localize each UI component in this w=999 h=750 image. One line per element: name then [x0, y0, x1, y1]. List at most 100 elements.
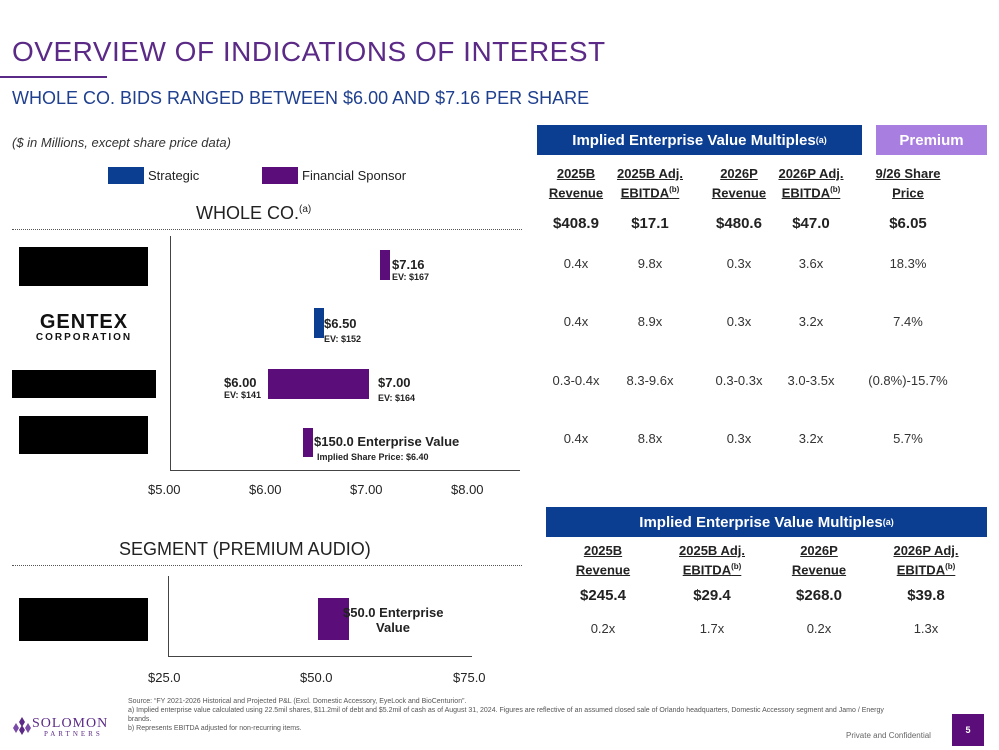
- table1-col-header-line2: EBITDA: [620, 185, 670, 201]
- table2-col-header-sup: (b): [731, 562, 742, 571]
- table2-col-header-3: 2026P Revenue: [777, 543, 861, 578]
- solomon-logo-sub: PARTNERS: [44, 730, 103, 738]
- table2-base-value: $245.4: [580, 587, 626, 604]
- table1-base-value: $480.6: [716, 215, 762, 232]
- footnotes: Source: “FY 2021-2026 Historical and Pro…: [128, 697, 888, 733]
- whole-co-axis-y: [170, 236, 171, 470]
- table1-cell: 0.3-0.3x: [715, 373, 763, 388]
- table1-cell: 3.0-3.5x: [787, 373, 835, 388]
- page-number: 5: [952, 714, 984, 746]
- table1-band-text: Implied Enterprise Value Multiples: [572, 131, 816, 149]
- legend-strategic-label: Strategic: [148, 168, 200, 183]
- segment-axis-y: [168, 576, 169, 656]
- table1-col-header-sup: (b): [669, 185, 680, 194]
- table1-cell: 8.3-9.6x: [626, 373, 674, 388]
- table1-cell: 9.8x: [637, 256, 663, 271]
- segment-rule: [12, 565, 522, 566]
- whole-co-title-text: WHOLE CO.: [196, 203, 300, 223]
- bar-4-ev-label: $150.0 Enterprise Value: [314, 434, 460, 449]
- gentex-logo-name: GENTEX: [39, 311, 129, 333]
- table2-band-text: Implied Enterprise Value Multiples: [639, 513, 883, 531]
- solomon-logo-name: SOLOMON: [32, 716, 109, 731]
- table1-cell: 0.3x: [726, 314, 752, 329]
- table2-cell: 0.2x: [590, 621, 616, 636]
- table1-col-header-5: 9/26 Share Price: [868, 166, 948, 201]
- table1-cell: 0.4x: [563, 314, 589, 329]
- whole-co-rule: [12, 229, 522, 230]
- table1-cell: 8.9x: [637, 314, 663, 329]
- whole-co-tick-4: $8.00: [451, 482, 484, 497]
- units-note: ($ in Millions, except share price data): [12, 135, 231, 150]
- segment-tick-2: $50.0: [300, 670, 333, 685]
- table2-cell: 1.7x: [699, 621, 725, 636]
- bar-4-price-label: Implied Share Price: $6.40: [317, 452, 429, 462]
- table1-col-header-line1: 2025B Adj.: [617, 166, 683, 181]
- solomon-logo-icon: [13, 717, 31, 735]
- table2-col-header-sup: (b): [945, 562, 956, 571]
- table1-cell: 8.8x: [637, 431, 663, 446]
- table1-col-header-line1: 2026P Adj.: [778, 166, 844, 181]
- table1-col-header-line2: Revenue: [711, 185, 767, 201]
- gentex-logo: GENTEX CORPORATION: [26, 312, 142, 343]
- bar-1-ev-label: EV: $167: [392, 272, 430, 282]
- table2-col-header-line1: 2026P Adj.: [893, 543, 959, 558]
- bidder-1-redacted-name: [19, 247, 148, 286]
- legend-financial-swatch: [262, 167, 298, 184]
- table1-cell: (0.8%)-15.7%: [868, 373, 948, 388]
- confidential-label: Private and Confidential: [846, 731, 931, 740]
- table1-col-header-line1: 2026P: [720, 166, 758, 181]
- segment-tick-1: $25.0: [148, 670, 181, 685]
- table2-col-header-4: 2026P Adj. EBITDA(b): [884, 543, 968, 578]
- table1-cell: 0.4x: [563, 256, 589, 271]
- table2-band: Implied Enterprise Value Multiples (a): [546, 507, 987, 537]
- table1-col-header-2: 2025B Adj. EBITDA(b): [610, 166, 690, 201]
- table2-col-header-line2: Revenue: [575, 562, 631, 578]
- table1-cell: 0.4x: [563, 431, 589, 446]
- bar-3-low-ev-label: EV: $141: [224, 390, 262, 400]
- table1-col-header-line2: EBITDA: [781, 185, 831, 201]
- bidder-3-redacted-name: [12, 370, 156, 398]
- segment-title: SEGMENT (PREMIUM AUDIO): [119, 539, 371, 559]
- table1-base-value: $6.05: [889, 215, 927, 232]
- table2-base-value: $268.0: [796, 587, 842, 604]
- bar-2-ev-label: EV: $152: [324, 334, 362, 344]
- table2-base-value: $29.4: [693, 587, 731, 604]
- whole-co-axis-x: [170, 470, 520, 471]
- page-subtitle: WHOLE CO. BIDS RANGED BETWEEN $6.00 AND …: [12, 88, 590, 108]
- table2-cell: 0.2x: [806, 621, 832, 636]
- legend-financial-label: Financial Sponsor: [302, 168, 407, 183]
- bar-bidder-4: [303, 428, 314, 457]
- bar-bidder-1: [380, 250, 391, 280]
- table1-cell: 3.2x: [798, 314, 824, 329]
- table2-col-header-line1: 2025B: [583, 543, 623, 558]
- table1-cell: 18.3%: [889, 256, 927, 271]
- bar-2-price-label: $6.50: [324, 316, 357, 331]
- segment-bar-label-line2: Value: [376, 620, 410, 635]
- whole-co-tick-3: $7.00: [350, 482, 383, 497]
- segment-axis-x: [168, 656, 472, 657]
- table2-col-header-line2: EBITDA: [896, 562, 946, 578]
- table1-cell: 7.4%: [893, 314, 923, 329]
- premium-band: Premium: [876, 125, 987, 155]
- table1-base-value: $47.0: [792, 215, 830, 232]
- table2-col-header-line1: 2026P: [800, 543, 838, 558]
- table1-band-sup: (a): [815, 135, 827, 145]
- table1-col-header-line1: 9/26 Share: [875, 166, 941, 181]
- table1-col-header-1: 2025B Revenue: [536, 166, 616, 201]
- table2-col-header-1: 2025B Revenue: [561, 543, 645, 578]
- table1-band: Implied Enterprise Value Multiples (a): [537, 125, 862, 155]
- bar-3-low-price-label: $6.00: [224, 375, 257, 390]
- table1-col-header-sup: (b): [830, 185, 841, 194]
- table2-col-header-line2: EBITDA: [682, 562, 732, 578]
- whole-co-title: WHOLE CO.(a): [196, 203, 311, 224]
- table2-base-value: $39.8: [907, 587, 945, 604]
- table1-cell: 0.3x: [726, 256, 752, 271]
- table1-col-header-line2: Revenue: [548, 185, 604, 201]
- table1-base-value: $17.1: [631, 215, 669, 232]
- bar-1-price-label: $7.16: [392, 257, 425, 272]
- table1-col-header-4: 2026P Adj. EBITDA(b): [771, 166, 851, 201]
- bar-3-high-ev-label: EV: $164: [378, 393, 416, 403]
- table2-col-header-2: 2025B Adj. EBITDA(b): [670, 543, 754, 578]
- bidder-4-redacted-name: [19, 416, 148, 454]
- footnote-source: Source: “FY 2021-2026 Historical and Pro…: [128, 698, 467, 705]
